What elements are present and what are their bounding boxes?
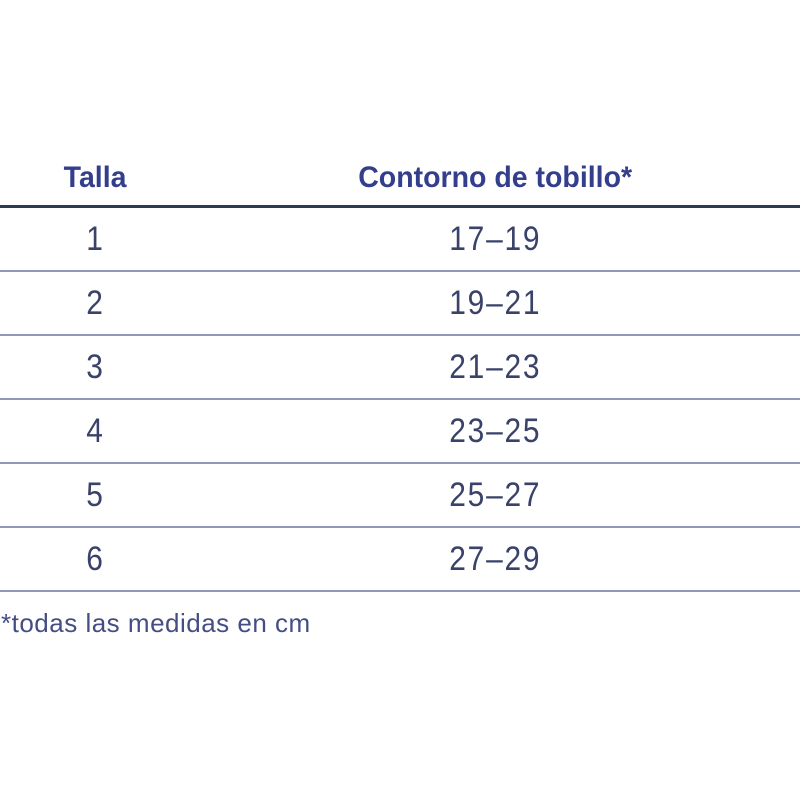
range-cell: 17–19 <box>190 220 800 259</box>
size-value: 5 <box>85 475 105 514</box>
size-chart-table: Talla Contorno de tobillo* 1 17–19 2 19–… <box>0 150 800 639</box>
range-cell: 25–27 <box>190 476 800 515</box>
range-cell: 19–21 <box>190 284 800 323</box>
size-value: 4 <box>85 411 105 450</box>
size-cell: 2 <box>0 284 190 323</box>
size-value: 6 <box>85 539 105 578</box>
size-cell: 1 <box>0 220 190 259</box>
range-value: 25–27 <box>448 475 541 514</box>
size-value: 1 <box>85 219 105 258</box>
table-row: 1 17–19 <box>0 208 800 272</box>
table-row: 3 21–23 <box>0 336 800 400</box>
table-row: 6 27–29 <box>0 528 800 592</box>
size-cell: 4 <box>0 412 190 451</box>
size-cell: 5 <box>0 476 190 515</box>
table-header-row: Talla Contorno de tobillo* <box>0 150 800 208</box>
range-value: 23–25 <box>448 411 541 450</box>
size-cell: 6 <box>0 540 190 579</box>
range-cell: 21–23 <box>190 348 800 387</box>
column-header-contorno: Contorno de tobillo* <box>190 161 800 195</box>
column-header-contorno-label: Contorno de tobillo* <box>358 160 632 194</box>
range-cell: 23–25 <box>190 412 800 451</box>
column-header-talla-label: Talla <box>63 160 127 194</box>
range-value: 21–23 <box>448 347 541 386</box>
range-value: 27–29 <box>448 539 541 578</box>
measurements-footnote: *todas las medidas en cm <box>1 608 311 638</box>
table-row: 5 25–27 <box>0 464 800 528</box>
size-cell: 3 <box>0 348 190 387</box>
column-header-talla: Talla <box>0 161 190 195</box>
size-value: 3 <box>85 347 105 386</box>
range-value: 17–19 <box>448 219 541 258</box>
table-row: 4 23–25 <box>0 400 800 464</box>
table-row: 2 19–21 <box>0 272 800 336</box>
size-value: 2 <box>85 283 105 322</box>
range-cell: 27–29 <box>190 540 800 579</box>
range-value: 19–21 <box>448 283 541 322</box>
